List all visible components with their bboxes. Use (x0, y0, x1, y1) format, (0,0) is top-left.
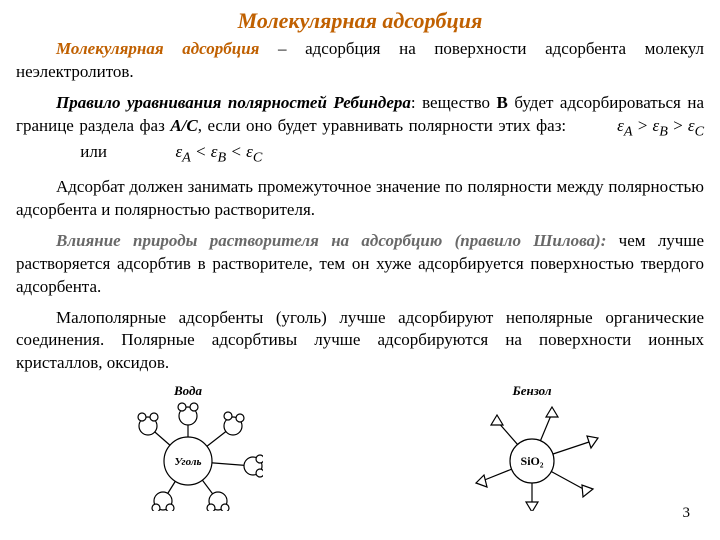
paragraph-3: Адсорбат должен занимать промежуточное з… (16, 176, 704, 222)
diagram2-center: SiO₂ (521, 454, 544, 468)
formula-1: εA > εB > εC (617, 115, 704, 142)
diagram1-label: Вода (113, 383, 263, 399)
paragraph-5: Малополярные адсорбенты (уголь) лучше ад… (16, 307, 704, 376)
diagrams-row: Вода Уголь Бензол (16, 383, 704, 516)
title-text: Молекулярная адсорбция (238, 8, 483, 33)
molecule-diagram-1: Уголь (113, 401, 263, 511)
paragraph-4: Влияние природы растворителя на адсорбци… (16, 230, 704, 299)
diagram-benzene-sio2: Бензол SiO₂ (457, 383, 607, 516)
paragraph-2: Правило уравнивания полярностей Ребиндер… (16, 92, 704, 168)
diagram-water-coal: Вода Уголь (113, 383, 263, 516)
p2-rest1: : вещество (411, 93, 497, 112)
p2-AC: А/С (170, 116, 197, 135)
p2-lead: Правило уравнивания полярностей Ребиндер… (56, 93, 411, 112)
page-number: 3 (683, 505, 691, 522)
formula-2: εA < εB < εC (175, 141, 262, 168)
p1-lead: Молекулярная адсорбция (56, 39, 259, 58)
paragraph-1: Молекулярная адсорбция – адсорбция на по… (16, 38, 704, 84)
p4-lead: Влияние природы растворителя на адсорбци… (56, 231, 606, 250)
p2-B: В (497, 93, 508, 112)
diagram1-center: Уголь (174, 456, 201, 468)
diagram2-label: Бензол (457, 383, 607, 399)
page-title: Молекулярная адсорбция (16, 8, 704, 34)
molecule-diagram-2: SiO₂ (457, 401, 607, 511)
p2-rest3: , если оно будет уравнивать полярности э… (198, 116, 566, 135)
or-word: или (80, 142, 107, 161)
